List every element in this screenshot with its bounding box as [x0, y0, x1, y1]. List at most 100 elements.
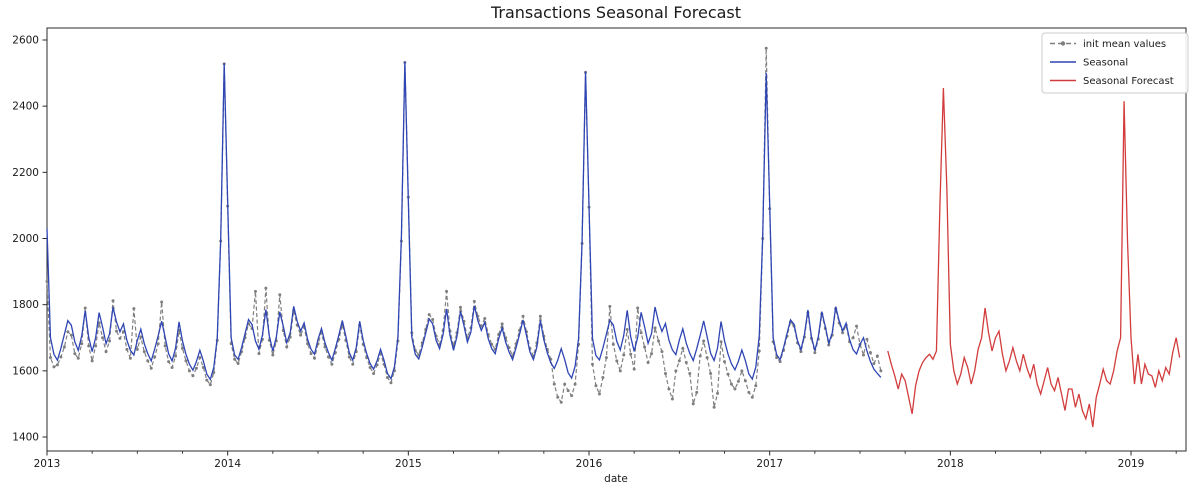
- data-point: [153, 355, 157, 359]
- data-point: [385, 375, 389, 379]
- data-point: [160, 300, 164, 304]
- data-point: [615, 359, 619, 363]
- data-point: [681, 346, 685, 350]
- data-point: [618, 369, 622, 373]
- data-point: [271, 353, 275, 357]
- data-point: [445, 289, 449, 293]
- seasonal-line: [46, 61, 882, 381]
- data-point: [723, 360, 727, 364]
- y-tick-label: 1600: [12, 365, 39, 377]
- data-point: [861, 353, 865, 357]
- data-point: [104, 350, 108, 354]
- data-point: [149, 366, 153, 370]
- data-point: [52, 365, 56, 369]
- x-tick-label: 2013: [34, 458, 61, 470]
- data-point: [121, 330, 125, 334]
- data-point: [653, 326, 657, 330]
- data-point: [650, 352, 654, 356]
- data-point: [174, 354, 178, 358]
- data-point: [264, 286, 268, 290]
- data-point: [590, 362, 594, 366]
- data-point: [611, 342, 615, 346]
- data-point: [285, 345, 289, 349]
- data-point: [643, 345, 647, 349]
- data-point: [552, 382, 556, 386]
- data-point: [556, 395, 560, 399]
- data-point: [875, 354, 879, 358]
- data-point: [872, 362, 876, 366]
- data-point: [135, 347, 139, 351]
- data-point: [73, 352, 77, 356]
- data-point: [187, 369, 191, 373]
- data-point: [59, 355, 63, 359]
- data-point: [87, 344, 91, 348]
- data-point: [125, 347, 129, 351]
- data-point: [368, 366, 372, 370]
- data-point: [597, 392, 601, 396]
- data-point: [677, 359, 681, 363]
- data-point: [636, 306, 640, 310]
- data-point: [629, 352, 633, 356]
- data-point: [851, 336, 855, 340]
- data-point: [538, 314, 542, 318]
- data-point: [594, 384, 598, 388]
- data-point: [167, 360, 171, 364]
- data-point: [625, 327, 629, 331]
- x-axis-minor-ticks: [91, 451, 1177, 454]
- data-point: [747, 390, 751, 394]
- data-point: [667, 387, 671, 391]
- data-point: [754, 384, 758, 388]
- data-point: [146, 359, 150, 363]
- data-point: [566, 389, 570, 393]
- data-point: [191, 374, 195, 378]
- data-point: [170, 366, 174, 370]
- data-point: [236, 362, 240, 366]
- data-point: [657, 339, 660, 343]
- data-point: [674, 369, 678, 373]
- x-axis-ticks: 2013 2014 2015 2016 2017 2018 2019: [34, 451, 1145, 470]
- data-point: [573, 382, 577, 386]
- data-point: [563, 382, 567, 386]
- x-tick-label: 2018: [937, 458, 964, 470]
- data-point: [813, 351, 817, 355]
- y-tick-label: 2200: [12, 167, 39, 179]
- data-point: [62, 345, 66, 349]
- data-point: [45, 280, 49, 284]
- x-tick-label: 2019: [1118, 458, 1145, 470]
- data-point: [709, 371, 713, 375]
- data-point: [69, 333, 73, 337]
- data-point: [114, 329, 118, 333]
- data-point: [55, 363, 59, 367]
- legend-label-init-mean: init mean values: [1083, 39, 1166, 50]
- data-point: [94, 344, 98, 348]
- data-point: [879, 369, 883, 373]
- data-point: [118, 336, 122, 340]
- data-point: [716, 391, 720, 395]
- data-point: [194, 366, 198, 370]
- data-point: [559, 400, 563, 404]
- data-point: [764, 46, 768, 50]
- data-point: [608, 304, 612, 308]
- data-point: [733, 387, 737, 391]
- data-point: [309, 352, 313, 356]
- data-point: [660, 350, 664, 354]
- seasonal-forecast-line: [887, 87, 1181, 428]
- data-point: [483, 317, 487, 321]
- data-point: [684, 361, 688, 365]
- data-point: [389, 381, 393, 385]
- data-point: [108, 339, 112, 343]
- data-point: [729, 382, 733, 386]
- x-tick-label: 2016: [576, 458, 603, 470]
- data-point: [868, 351, 872, 355]
- data-point: [330, 362, 334, 366]
- init-mean-values-line: [46, 48, 882, 408]
- y-tick-label: 1800: [12, 299, 39, 311]
- data-point: [632, 367, 636, 371]
- legend-label-forecast: Seasonal Forecast: [1083, 76, 1174, 87]
- data-point: [500, 322, 504, 326]
- data-point: [702, 339, 706, 343]
- data-point: [570, 394, 574, 398]
- chart-title: Transactions Seasonal Forecast: [490, 3, 741, 22]
